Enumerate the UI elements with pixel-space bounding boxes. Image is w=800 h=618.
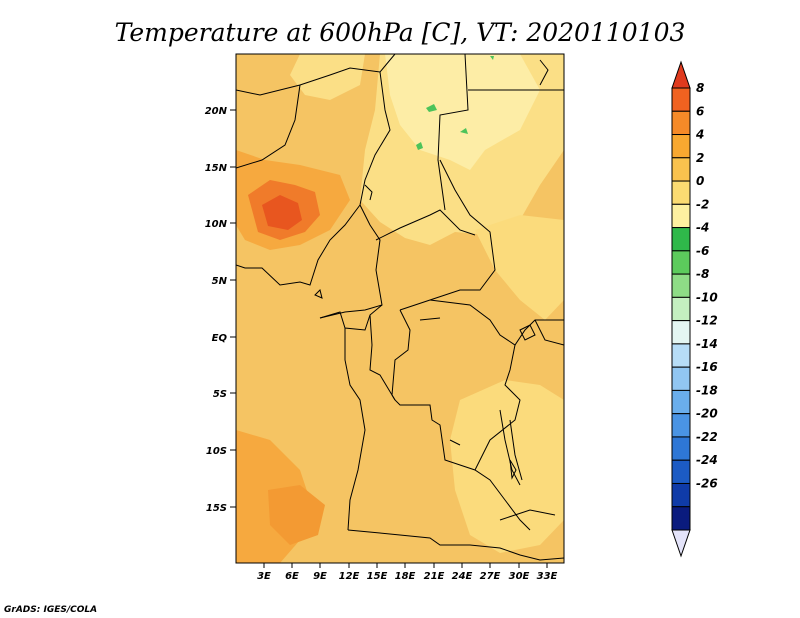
lon-tick-label: 9E [313, 571, 327, 582]
lat-tick-label: 15N [205, 163, 228, 174]
credit-label: GrADS: IGES/COLA [4, 605, 97, 615]
colorbar-upper-triangle [671, 60, 691, 89]
longitude-axis: 3E 6E 9E 12E 15E 18E 21E 24E 27E 30E 33E [257, 563, 558, 582]
colorbar-label: -10 [696, 290, 718, 304]
colorbar-label: 6 [696, 104, 704, 118]
lon-tick-label: 24E [452, 571, 473, 582]
colorbar-swatch [671, 273, 691, 298]
colorbar-label: 0 [696, 174, 704, 188]
cool-region-southeast [450, 380, 564, 553]
colorbar-swatch [671, 157, 691, 182]
map-title: Temperature at 600hPa [C], VT: 202011010… [115, 18, 686, 47]
colorbar-swatch [671, 366, 691, 391]
colorbar-swatch [671, 343, 691, 368]
lat-tick-label: EQ [212, 333, 228, 344]
colorbar-label: -24 [696, 453, 718, 467]
colorbar-swatch [671, 436, 691, 461]
green-patch-4 [490, 56, 494, 60]
colorbar-swatch [671, 506, 691, 531]
colorbar-label: -12 [696, 314, 718, 328]
colorbar-label: -14 [696, 337, 718, 351]
warm-blob-southwest [268, 485, 325, 545]
colorbar-label: -4 [696, 221, 709, 235]
colorbar-swatch [671, 296, 691, 322]
colorbar-label: 8 [696, 81, 704, 95]
colorbar-swatch [671, 110, 691, 136]
lon-tick-label: 6E [285, 571, 299, 582]
lon-tick-label: 3E [257, 571, 271, 582]
colorbar-label: -20 [696, 407, 718, 421]
country-borders [236, 54, 564, 561]
cool-region-east [475, 215, 564, 320]
lat-tick-label: 10N [205, 219, 228, 230]
map-panel: 20N 15N 10N 5N EQ 5S 10S 15S 3E 6E 9E 12… [205, 53, 565, 582]
lat-tick-label: 15S [206, 503, 227, 514]
colorbar-label: -2 [696, 197, 709, 211]
colorbar-swatch [671, 389, 691, 415]
map-frame [235, 53, 565, 564]
latitude-axis: 20N 15N 10N 5N EQ 5S 10S 15S [205, 106, 236, 514]
colorbar-label: -26 [696, 476, 718, 490]
colorbar-swatch [671, 482, 691, 508]
green-patch-1 [426, 104, 437, 112]
lon-tick-label: 33E [537, 571, 558, 582]
lat-tick-label: 20N [205, 106, 228, 117]
hottest-core [262, 195, 302, 230]
lat-tick-label: 5N [212, 276, 228, 287]
colorbar-label: 4 [695, 128, 704, 142]
colorbar-swatch [671, 203, 691, 229]
colorbar-label: -16 [696, 360, 718, 374]
lon-tick-label: 15E [367, 571, 388, 582]
colorbar-swatch [671, 413, 691, 438]
green-patch-2 [416, 142, 423, 150]
colorbar-label: -6 [696, 244, 709, 258]
colorbar-label: -18 [696, 383, 718, 397]
colorbar-swatch [671, 459, 691, 484]
colorbar-swatch [671, 227, 691, 252]
lat-tick-label: 5S [213, 389, 227, 400]
colorbar-label: -22 [696, 430, 718, 444]
lon-tick-label: 30E [509, 571, 530, 582]
lat-tick-label: 10S [206, 446, 227, 457]
colorbar-swatch [671, 180, 691, 205]
colorbar-swatch [671, 134, 691, 159]
temperature-shading [236, 54, 564, 563]
colorbar-swatch [671, 250, 691, 275]
colorbar-label: 2 [696, 151, 704, 165]
green-patch-3 [460, 128, 468, 134]
colorbar-lower-triangle [671, 529, 691, 558]
cool-region-west [290, 54, 365, 100]
lon-tick-label: 18E [395, 571, 416, 582]
colorbar-swatch [671, 320, 691, 345]
coolest-region-north [385, 54, 540, 170]
colorbar: 8 6 4 2 0 -2 -4 -6 -8 -10 -12 -14 -16 -18 -20 -22 -24 -26 [671, 60, 718, 558]
lon-tick-label: 27E [480, 571, 501, 582]
colorbar-label: -8 [696, 267, 709, 281]
lon-tick-label: 21E [424, 571, 445, 582]
lon-tick-label: 12E [339, 571, 360, 582]
lakes-and-coast [314, 184, 536, 486]
colorbar-swatch [671, 87, 691, 112]
